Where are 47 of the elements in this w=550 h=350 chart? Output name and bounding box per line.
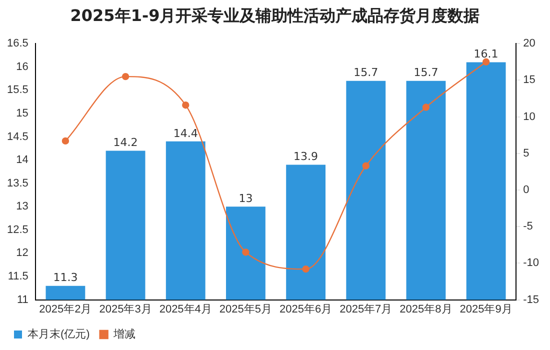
point bbox=[482, 58, 490, 66]
y-tick-label: 16 bbox=[16, 60, 28, 73]
point bbox=[362, 162, 370, 170]
x-tick-label: 2025年2月 bbox=[39, 303, 92, 316]
point bbox=[242, 248, 250, 256]
y2-tick-label: 15 bbox=[523, 74, 536, 86]
x-tick-label: 2025年9月 bbox=[460, 303, 512, 316]
y2-tick-label: -10 bbox=[523, 257, 540, 270]
y-tick-label: 15.5 bbox=[6, 84, 28, 96]
y-tick-label: 14 bbox=[16, 154, 28, 166]
y-tick-label: 15 bbox=[16, 108, 28, 120]
x-tick-label: 2025年6月 bbox=[280, 303, 332, 316]
y-tick-label: 11.5 bbox=[8, 270, 28, 283]
point bbox=[422, 104, 430, 111]
y-tick-label: 14.5 bbox=[6, 130, 28, 143]
legend-label: 增减 bbox=[112, 328, 136, 341]
y-tick-label: 12.5 bbox=[6, 224, 28, 236]
data-label: 14.2 bbox=[113, 136, 138, 150]
x-tick-label: 2025年8月 bbox=[400, 303, 452, 316]
x-tick-label: 2025年5月 bbox=[219, 303, 272, 316]
y2-tick-label: -5 bbox=[523, 220, 533, 233]
data-label: 16.1 bbox=[474, 48, 498, 61]
y-tick-label: 11 bbox=[16, 294, 28, 306]
data-label: 15.7 bbox=[354, 66, 378, 80]
y2-tick-label: -15 bbox=[523, 294, 540, 306]
data-label: 14.4 bbox=[173, 126, 198, 140]
y2-tick-label: 10 bbox=[523, 110, 536, 123]
data-label: 15.7 bbox=[414, 66, 438, 80]
point bbox=[122, 72, 130, 80]
data-label: 13 bbox=[238, 192, 253, 205]
data-label: 13.9 bbox=[294, 150, 318, 164]
chart-title: 2025年1-9月开采专业及辅助性活动产成品存货月度数据 bbox=[69, 6, 481, 27]
point bbox=[182, 101, 190, 109]
point bbox=[302, 265, 310, 273]
y2-tick-label: 20 bbox=[523, 38, 536, 50]
y-tick-label: 12 bbox=[16, 247, 28, 260]
legend-label: 本月末(亿元) bbox=[28, 328, 90, 341]
x-tick-label: 2025年3月 bbox=[99, 303, 152, 316]
y-tick-label: 13 bbox=[16, 200, 28, 213]
data-label: 11.3 bbox=[53, 271, 78, 284]
y2-tick-label: 5 bbox=[523, 147, 530, 160]
x-tick-label: 2025年4月 bbox=[159, 303, 212, 316]
y-tick-label: 16.5 bbox=[6, 38, 28, 50]
y-tick-label: 13.5 bbox=[6, 177, 28, 190]
y2-tick-label: 0 bbox=[523, 184, 530, 196]
point bbox=[62, 137, 70, 145]
x-tick-label: 2025年7月 bbox=[340, 303, 392, 316]
